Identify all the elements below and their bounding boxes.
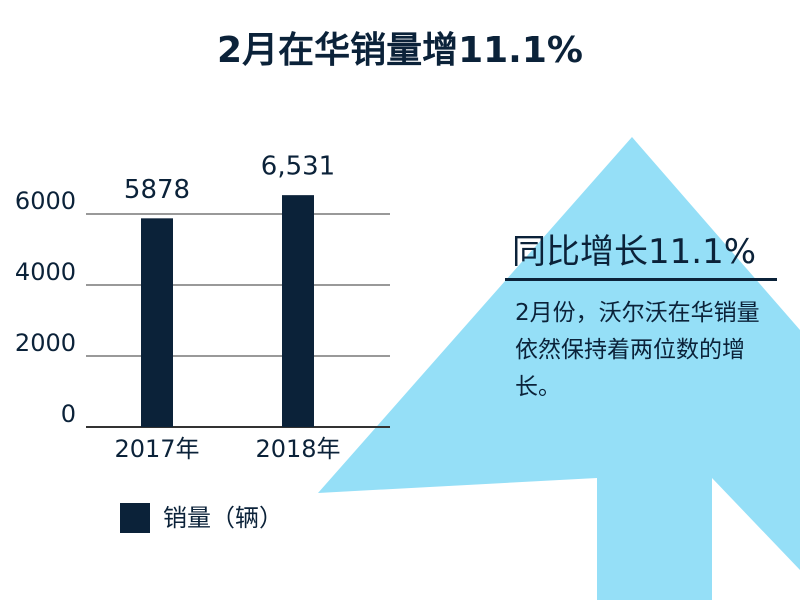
y-tick-label: 6000 xyxy=(15,187,76,215)
data-label: 6,531 xyxy=(261,152,335,182)
bar xyxy=(141,218,173,427)
y-tick-label: 4000 xyxy=(15,258,76,286)
x-tick-label: 2017年 xyxy=(114,435,199,463)
data-label: 5878 xyxy=(124,175,190,205)
chart-title: 2月在华销量增11.1% xyxy=(217,30,583,71)
y-tick-label: 2000 xyxy=(15,329,76,357)
annotation-title: 同比增长11.1% xyxy=(512,232,757,272)
y-tick-label: 0 xyxy=(61,400,76,428)
x-tick-label: 2018年 xyxy=(255,435,340,463)
background-arrow xyxy=(318,137,800,600)
annotation-rule xyxy=(505,278,777,281)
legend-swatch xyxy=(120,503,150,533)
legend-label: 销量（辆） xyxy=(163,504,283,532)
annotation-text: 2月份，沃尔沃在华销量依然保持着两位数的增长。 xyxy=(515,300,760,400)
bar xyxy=(282,195,314,427)
